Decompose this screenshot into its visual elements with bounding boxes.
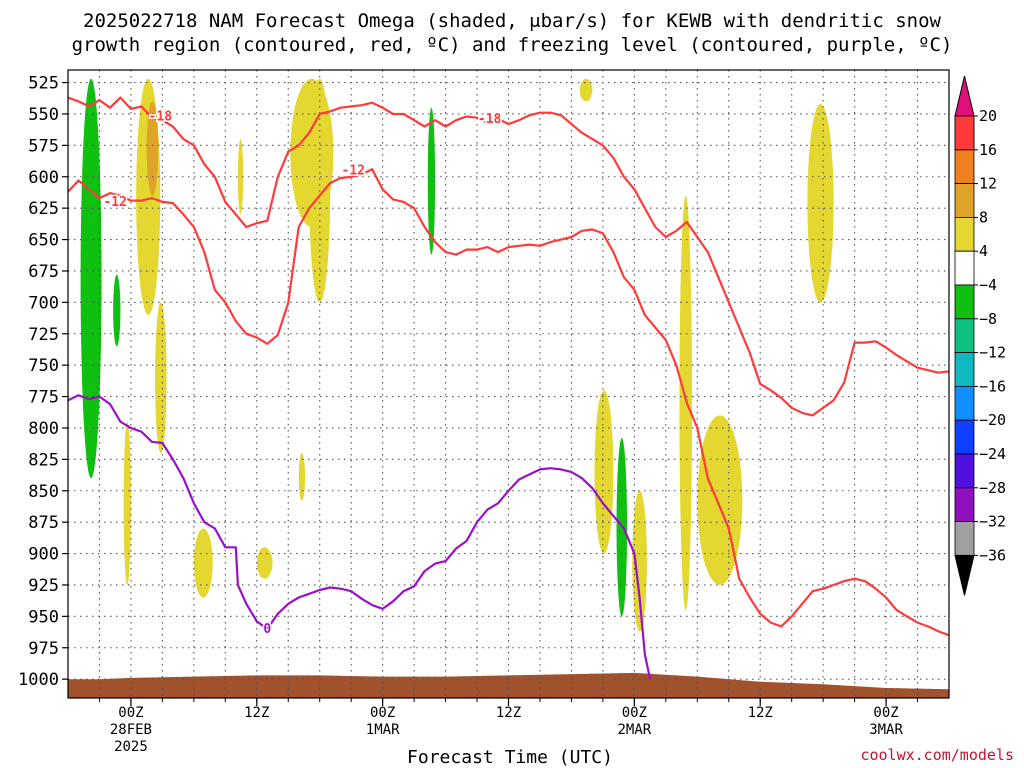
colorbar-segment [954, 352, 975, 387]
omega-shade-region [237, 139, 244, 215]
colorbar-label: −8 [979, 310, 997, 328]
x-tick-label: 12Z [496, 705, 521, 721]
x-tick-label: 00Z [873, 705, 898, 721]
colorbar: 20 16 12 8 4 −4 −8 −12 −16 −20 −24 −28 −32 −36 [954, 75, 1006, 596]
colorbar-segment [954, 149, 975, 185]
colorbar-label: −24 [979, 445, 1006, 463]
x-date-label: 3MAR [869, 722, 903, 738]
omega-shade-region [579, 78, 593, 102]
colorbar-label: −36 [979, 546, 1006, 564]
colorbar-label: 20 [979, 107, 997, 125]
plot-area: -18 -18 -12 -12 0 [67, 69, 950, 699]
contour-label: -12 [342, 163, 365, 178]
colorbar-segment [954, 183, 975, 218]
omega-shade-region [146, 101, 159, 196]
contour-label: -18 [149, 109, 173, 124]
colorbar-label: −4 [979, 276, 997, 294]
omega-shade-region [298, 453, 306, 501]
contour-label: 0 [263, 622, 271, 637]
x-date-label: 2MAR [617, 722, 651, 738]
y-axis: 525 550 575 600 625 650 675 700 725 750 775 800 825 8… [18, 74, 68, 690]
x-year-label: 2025 [114, 739, 148, 755]
y-tick-label: 775 [28, 388, 59, 408]
y-tick-label: 900 [28, 545, 59, 565]
x-tick-label: 12Z [748, 705, 773, 721]
grid-layer [68, 70, 949, 698]
x-tick-label: 00Z [622, 705, 647, 721]
colorbar-segment [954, 385, 975, 421]
x-date-label: 28FEB [110, 722, 152, 738]
y-tick-label: 725 [28, 325, 59, 345]
colorbar-label: −32 [979, 513, 1006, 531]
chart-title-line2: growth region (contoured, red, ºC) and f… [72, 34, 953, 56]
contour-label: -12 [103, 195, 126, 210]
y-tick-label: 675 [28, 262, 59, 282]
x-tick-label: 00Z [118, 705, 143, 721]
colorbar-label: 12 [979, 175, 997, 193]
y-tick-label: 750 [28, 356, 59, 376]
x-tick-label: 00Z [370, 705, 395, 721]
y-tick-label: 700 [28, 293, 59, 313]
colorbar-top-arrow [954, 75, 975, 117]
omega-shade-region [256, 547, 273, 579]
colorbar-label: −12 [979, 344, 1006, 362]
y-tick-label: 1000 [18, 670, 59, 690]
colorbar-segment [954, 284, 975, 320]
omega-shade-region [427, 107, 436, 255]
contour-label: -18 [478, 112, 502, 127]
contour-line--12 [68, 168, 949, 637]
omega-shade-region [632, 490, 647, 632]
y-tick-label: 575 [28, 136, 59, 156]
y-tick-label: 800 [28, 419, 59, 439]
colorbar-segment [954, 453, 975, 489]
contour-layer [68, 96, 949, 680]
y-tick-label: 625 [28, 199, 59, 219]
omega-shade-region [155, 302, 167, 454]
credit-text: coolwx.com/models [860, 746, 1014, 764]
colorbar-segment [954, 250, 975, 286]
colorbar-segment [954, 115, 975, 151]
x-tick-label: 12Z [244, 705, 269, 721]
colorbar-segment [954, 521, 975, 556]
colorbar-segment [954, 216, 975, 252]
colorbar-label: 16 [979, 141, 997, 159]
omega-shade-region [80, 78, 102, 479]
colorbar-label: −20 [979, 411, 1006, 429]
colorbar-segment [954, 419, 975, 455]
x-date-label: 1MAR [366, 722, 400, 738]
colorbar-segment [954, 318, 975, 353]
colorbar-bottom-arrow [954, 554, 975, 596]
colorbar-label: −16 [979, 377, 1006, 395]
omega-shade-region [594, 390, 614, 554]
y-tick-label: 650 [28, 231, 59, 251]
y-tick-label: 600 [28, 168, 59, 188]
colorbar-label: 8 [979, 208, 988, 226]
y-tick-label: 850 [28, 482, 59, 502]
colorbar-label: 4 [979, 242, 988, 260]
omega-shade-region [193, 528, 213, 598]
colorbar-label: −28 [979, 479, 1006, 497]
y-tick-label: 525 [28, 74, 59, 94]
colorbar-segment [954, 487, 975, 522]
y-tick-label: 975 [28, 639, 59, 659]
y-tick-label: 825 [28, 450, 59, 470]
y-tick-label: 925 [28, 576, 59, 596]
contour-label-layer: -18 -18 -12 -12 0 [102, 108, 503, 638]
omega-shade-region [807, 103, 834, 303]
x-axis-title: Forecast Time (UTC) [407, 747, 613, 768]
y-tick-label: 875 [28, 513, 59, 533]
omega-shade-region [123, 421, 131, 585]
chart-title-line1: 2025022718 NAM Forecast Omega (shaded, μ… [83, 10, 941, 32]
omega-shade-region [113, 274, 121, 347]
contour-line--18 [68, 96, 949, 417]
y-tick-label: 950 [28, 607, 59, 627]
y-tick-label: 550 [28, 105, 59, 125]
contour-line-0 [68, 394, 652, 680]
